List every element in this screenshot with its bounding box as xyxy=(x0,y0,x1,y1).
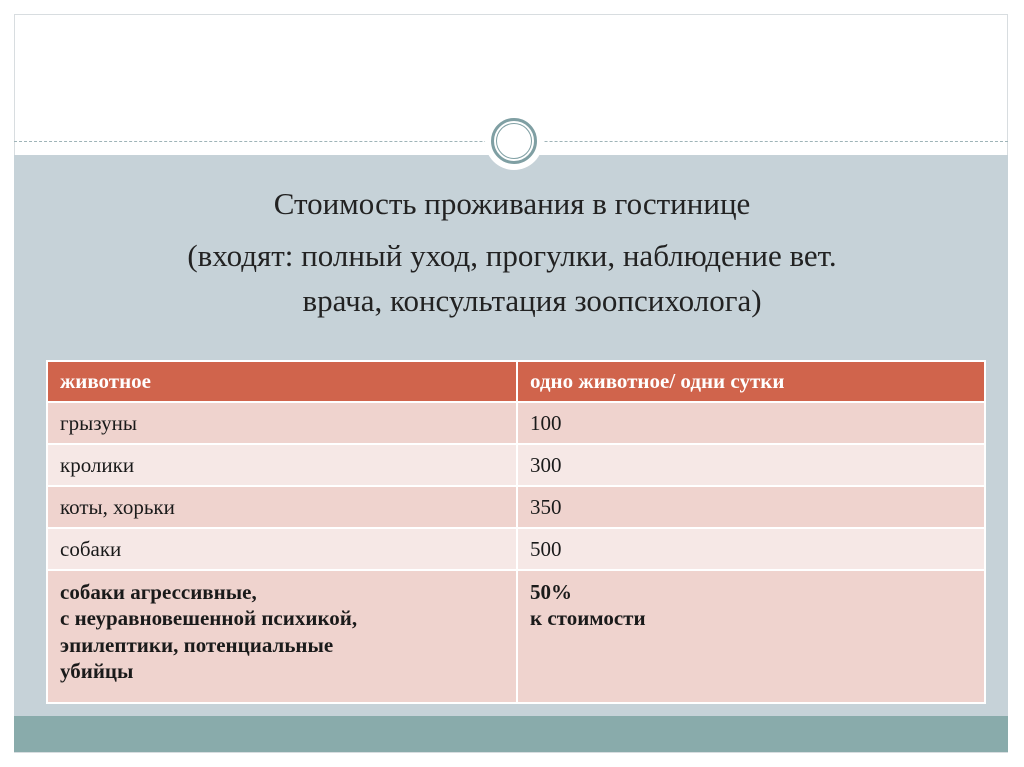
animal-line: с неуравновешенной психикой, xyxy=(60,606,358,631)
table-row: кролики 300 xyxy=(46,443,986,487)
animal-line: собаки агрессивные, xyxy=(60,580,257,604)
footer-band xyxy=(14,716,1008,752)
price-table: животное одно животное/ одни сутки грызу… xyxy=(46,360,986,704)
price-cell: 50% к стоимости xyxy=(516,569,986,704)
price-cell: 300 xyxy=(516,443,986,487)
slide-title: Стоимость проживания в гостинице xyxy=(273,186,751,221)
price-cell: 500 xyxy=(516,527,986,571)
header-price: одно животное/ одни сутки xyxy=(516,360,986,403)
price-cell: 100 xyxy=(516,401,986,445)
circle-ornament-icon xyxy=(485,112,543,170)
table-row: собаки 500 xyxy=(46,527,986,571)
table-row: грызуны 100 xyxy=(46,401,986,445)
price-cell: 350 xyxy=(516,485,986,529)
animal-line: эпилептики, потенциальные xyxy=(60,632,334,657)
table-header-row: животное одно животное/ одни сутки xyxy=(46,360,986,403)
header-animal: животное xyxy=(46,360,518,403)
slide-subtitle-line2: врача, консультация зоопсихолога) xyxy=(302,283,762,318)
table-row: коты, хорьки 350 xyxy=(46,485,986,529)
price-line: к стоимости xyxy=(530,606,646,631)
table-row: собаки агрессивные, с неуравновешенной п… xyxy=(46,569,986,704)
slide-subtitle-line1: (входят: полный уход, прогулки, наблюден… xyxy=(187,238,837,273)
animal-line: убийцы xyxy=(60,658,134,683)
animal-cell: кролики xyxy=(46,443,518,487)
animal-cell: коты, хорьки xyxy=(46,485,518,529)
animal-cell: собаки агрессивные, с неуравновешенной п… xyxy=(46,569,518,704)
animal-cell: собаки xyxy=(46,527,518,571)
animal-cell: грызуны xyxy=(46,401,518,445)
price-line: 50% xyxy=(530,580,572,604)
